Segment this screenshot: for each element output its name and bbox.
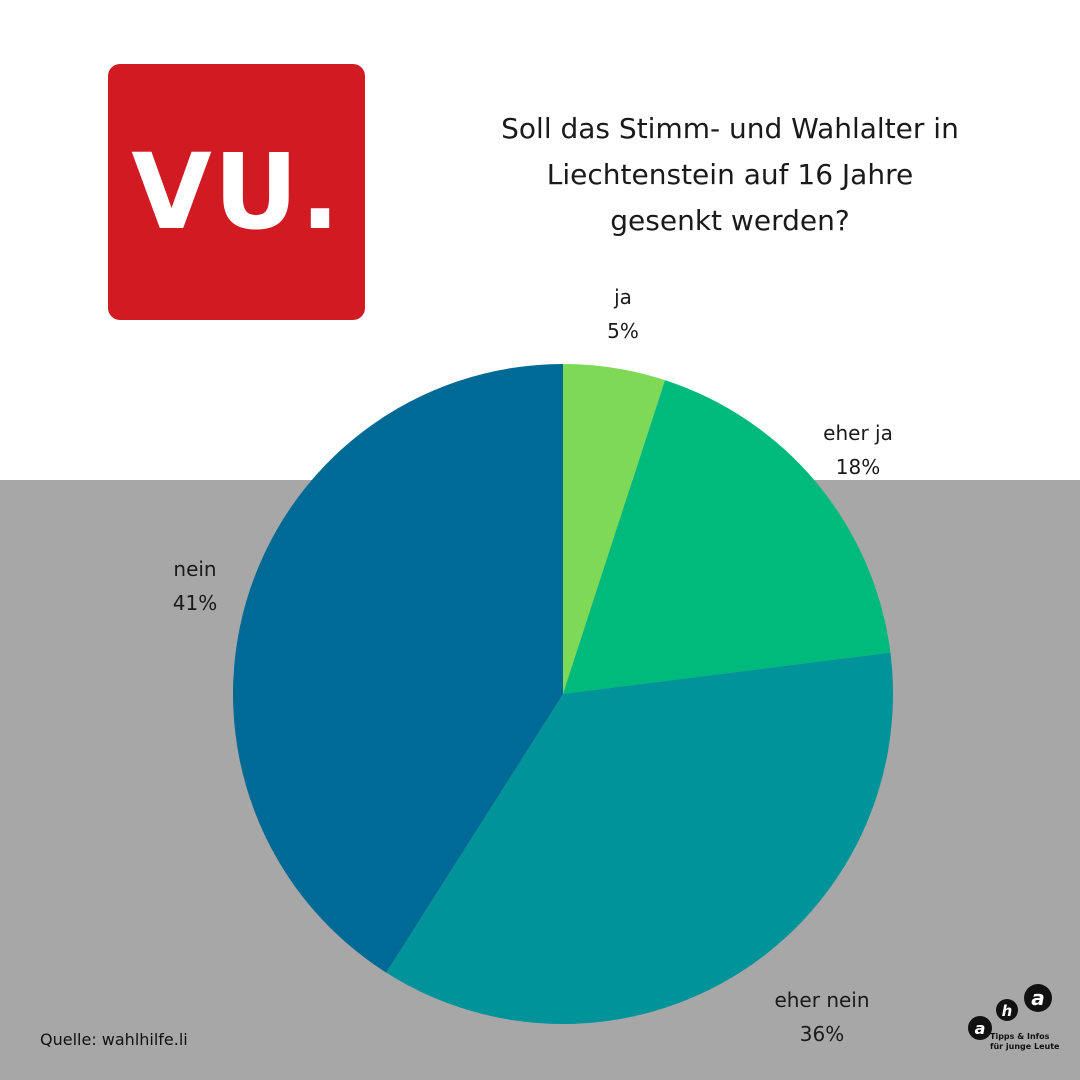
slice-value-eher-ja: 18% (836, 455, 880, 479)
chart-title: Soll das Stimm- und Wahlalter in Liechte… (460, 106, 1000, 244)
aha-letter-h: h (1002, 1002, 1013, 1020)
aha-tagline-line-1: Tipps & Infos (990, 1032, 1050, 1041)
slice-value-eher-nein: 36% (800, 1022, 844, 1046)
slice-label-eher-nein: eher nein (774, 988, 869, 1012)
aha-logo-icon: a h a (968, 984, 1052, 1040)
vu-logo-text: VU. (131, 131, 342, 253)
aha-tagline-line-2: für junge Leute (990, 1042, 1060, 1051)
aha-letter-a2: a (1031, 986, 1045, 1010)
source-note: Quelle: wahlhilfe.li (40, 1030, 188, 1049)
aha-letter-a1: a (975, 1019, 986, 1038)
slice-value-nein: 41% (173, 591, 217, 615)
title-line-2: Liechtenstein auf 16 Jahre (546, 158, 914, 191)
slice-label-eher-ja: eher ja (823, 421, 893, 445)
pie-slice-eher-ja (563, 380, 891, 694)
pie-slice-eher-nein (386, 652, 893, 1024)
pie-slice-ja (563, 364, 665, 694)
vu-logo: VU. (108, 64, 365, 320)
slice-label-nein: nein (173, 557, 216, 581)
slice-label-ja: ja (613, 285, 632, 309)
aha-tagline: Tipps & Infos für junge Leute (990, 1032, 1080, 1052)
title-line-3: gesenkt werden? (610, 204, 850, 237)
slice-value-ja: 5% (607, 319, 639, 343)
pie-slice-nein (233, 364, 564, 973)
title-line-1: Soll das Stimm- und Wahlalter in (501, 112, 959, 145)
